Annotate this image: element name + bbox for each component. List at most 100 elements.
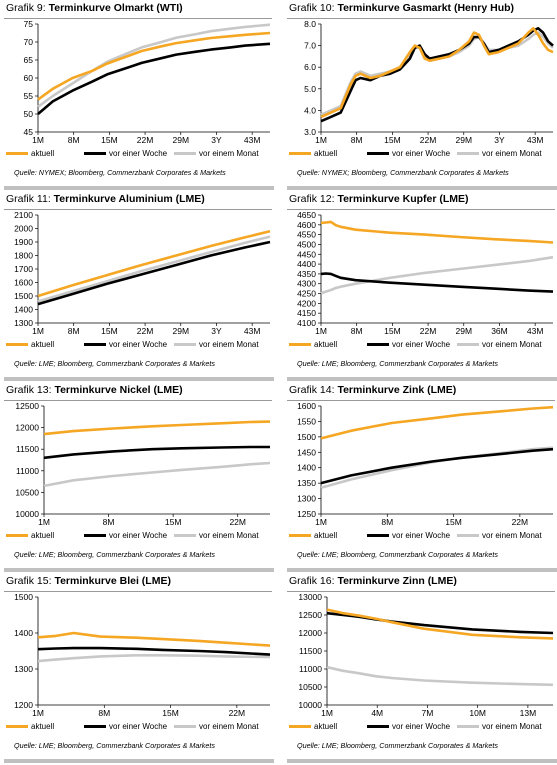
legend-swatch <box>289 725 311 728</box>
legend-swatch <box>174 725 196 728</box>
x-tick-label: 8M <box>351 326 363 336</box>
legend-label: aktuell <box>31 531 55 540</box>
legend-swatch <box>457 725 479 728</box>
x-tick-label: 22M <box>137 326 154 336</box>
x-tick-label: 22M <box>229 517 246 527</box>
y-tick-label: 4200 <box>297 298 316 308</box>
legend-label: vor einem Monat <box>482 340 542 349</box>
chart-title: Grafik 11: Terminkurve Aluminium (LME) <box>4 193 272 210</box>
series-line-aktuell <box>326 608 554 640</box>
y-tick-label: 4350 <box>297 269 316 279</box>
legend-swatch <box>6 152 28 155</box>
y-tick-label: 1500 <box>14 291 33 301</box>
y-tick-label: 70 <box>24 37 34 47</box>
legend-item: vor einer Woche <box>367 531 450 540</box>
chart-title-prefix: Grafik 13: <box>6 384 52 396</box>
legend-item: aktuell <box>289 340 337 349</box>
series-line-vor-einer-woche <box>37 646 271 656</box>
legend-swatch <box>84 343 106 346</box>
legend-swatch <box>457 152 479 155</box>
y-tick-label: 1500 <box>297 432 316 442</box>
x-tick-label: 7M <box>422 708 434 718</box>
x-tick-label: 8M <box>98 708 110 718</box>
y-tick-label: 1550 <box>297 416 316 426</box>
x-tick-label: 1M <box>32 135 44 145</box>
chart-panel-10: Grafik 10: Terminkurve Gasmarkt (Henry H… <box>287 2 557 192</box>
plot-area: 10000 10500 11000 11500 12000 12500 1M 8M 15M 22M <box>15 401 271 527</box>
chart-panel-15: Grafik 15: Terminkurve Blei (LME) 1200 130… <box>4 575 274 765</box>
plot-area: 1200 1300 1400 1500 1M 8M 15M 22M <box>14 592 271 718</box>
y-tick-label: 7.0 <box>304 41 316 51</box>
y-tick-label: 11500 <box>16 444 39 454</box>
legend-swatch <box>289 343 311 346</box>
y-tick-label: 11000 <box>16 466 39 476</box>
separator-bar <box>287 759 557 763</box>
legend-label: vor einem Monat <box>482 722 542 731</box>
x-tick-label: 22M <box>512 517 529 527</box>
separator-bar <box>4 377 274 381</box>
y-tick-label: 5.0 <box>304 84 316 94</box>
legend-item: aktuell <box>6 149 54 158</box>
legend: aktuell vor einer Woche vor einem Monat <box>289 149 555 161</box>
separator-bar <box>287 377 557 381</box>
x-tick-label: 1M <box>315 135 327 145</box>
chart-title-text: Terminkurve Zink (LME) <box>334 384 457 396</box>
legend-label: vor einem Monat <box>199 531 259 540</box>
y-tick-label: 4.0 <box>304 105 316 115</box>
x-tick-label: 1M <box>321 708 333 718</box>
series-line-aktuell <box>320 405 554 440</box>
chart-source: Quelle: NYMEX; Bloomberg, Commerzbank Co… <box>297 168 509 177</box>
x-tick-label: 8M <box>103 517 115 527</box>
plot-area: 45 50 55 60 65 70 75 1M 8M 15M 22M 29M 3Y 43M <box>24 19 271 145</box>
x-tick-label: 43M <box>244 135 261 145</box>
y-tick-label: 4450 <box>297 249 316 259</box>
legend-label: aktuell <box>314 722 338 731</box>
series-line-aktuell <box>37 31 271 101</box>
legend-swatch <box>367 343 389 346</box>
y-tick-label: 75 <box>24 19 34 29</box>
legend-item: aktuell <box>289 149 337 158</box>
legend-label: vor einem Monat <box>199 149 259 158</box>
series-line-aktuell <box>37 631 271 647</box>
y-tick-label: 45 <box>24 127 34 137</box>
x-tick-label: 3Y <box>211 326 222 336</box>
chart-title-text: Terminkurve Nickel (LME) <box>51 384 183 396</box>
y-tick-label: 11500 <box>299 646 322 656</box>
x-tick-label: 15M <box>165 517 182 527</box>
y-tick-label: 1350 <box>297 478 316 488</box>
y-tick-label: 1700 <box>14 264 33 274</box>
y-tick-label: 4600 <box>297 220 316 230</box>
plot-area: 1300 1400 1500 1600 1700 1800 1900 2000 2100 1M 8M… <box>14 210 271 336</box>
y-tick-label: 10500 <box>15 487 39 497</box>
legend-item: aktuell <box>289 722 337 731</box>
x-tick-label: 29M <box>172 326 189 336</box>
y-tick-label: 1400 <box>297 463 316 473</box>
chart-source: Quelle: LME; Bloomberg, Commerzbank Corp… <box>297 741 498 750</box>
x-tick-label: 36M <box>491 326 508 336</box>
plot-area: 10000 10500 11000 11500 12000 12500 13000 1M 4M 7… <box>298 592 554 718</box>
y-tick-label: 12500 <box>15 401 39 411</box>
x-tick-label: 8M <box>68 135 80 145</box>
chart-title: Grafik 14: Terminkurve Zink (LME) <box>287 384 555 401</box>
y-tick-label: 1300 <box>14 664 33 674</box>
series-line-vor-einer-woche <box>43 445 270 460</box>
legend-item: vor einem Monat <box>174 340 259 349</box>
chart-title: Grafik 13: Terminkurve Nickel (LME) <box>4 384 272 401</box>
x-tick-label: 8M <box>351 135 363 145</box>
y-tick-label: 4150 <box>297 308 316 318</box>
legend-swatch <box>84 534 106 537</box>
chart-title: Grafik 9: Terminkurve Olmarkt (WTI) <box>4 2 272 19</box>
y-tick-label: 10000 <box>298 700 322 710</box>
legend-item: aktuell <box>6 340 54 349</box>
legend-item: vor einer Woche <box>84 722 167 731</box>
y-tick-label: 6.0 <box>304 62 316 72</box>
y-tick-label: 50 <box>24 109 34 119</box>
legend-label: vor einer Woche <box>109 531 168 540</box>
legend-swatch <box>457 343 479 346</box>
legend-item: vor einem Monat <box>457 340 542 349</box>
legend-item: vor einer Woche <box>367 149 450 158</box>
plot-area: 4100415042004250430043504400445045004550… <box>297 210 554 336</box>
legend-swatch <box>174 534 196 537</box>
plot-area: 3.0 4.0 5.0 6.0 7.0 8.0 1M 8M 15M 22M 29M 3Y 43M <box>304 19 554 145</box>
x-tick-label: 22M <box>229 708 246 718</box>
